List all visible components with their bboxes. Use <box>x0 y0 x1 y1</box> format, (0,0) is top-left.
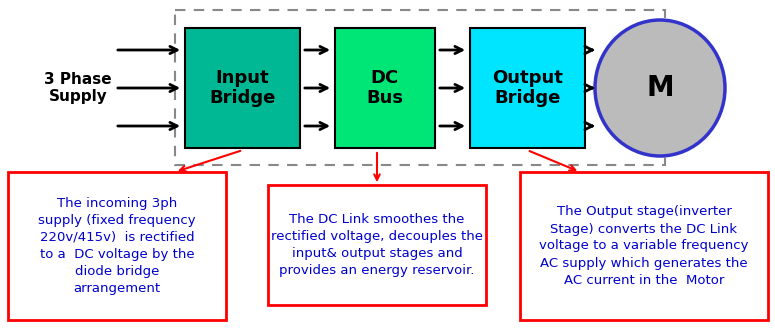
Bar <box>175 10 665 165</box>
Bar <box>8 172 226 320</box>
Text: Input
Bridge: Input Bridge <box>209 69 276 107</box>
Bar <box>470 28 585 148</box>
Text: Output
Bridge: Output Bridge <box>492 69 563 107</box>
Text: DC
Bus: DC Bus <box>367 69 404 107</box>
Bar <box>335 28 435 148</box>
Bar <box>520 172 768 320</box>
Ellipse shape <box>595 20 725 156</box>
Bar <box>268 185 486 305</box>
Text: The Output stage(inverter
Stage) converts the DC Link
voltage to a variable freq: The Output stage(inverter Stage) convert… <box>539 206 749 286</box>
Text: 3 Phase
Supply: 3 Phase Supply <box>44 72 112 104</box>
Text: M: M <box>646 74 673 102</box>
Text: The incoming 3ph
supply (fixed frequency
220v/415v)  is rectified
to a  DC volta: The incoming 3ph supply (fixed frequency… <box>38 197 196 295</box>
Text: The DC Link smoothes the
rectified voltage, decouples the
input& output stages a: The DC Link smoothes the rectified volta… <box>271 213 483 277</box>
Bar <box>185 28 300 148</box>
